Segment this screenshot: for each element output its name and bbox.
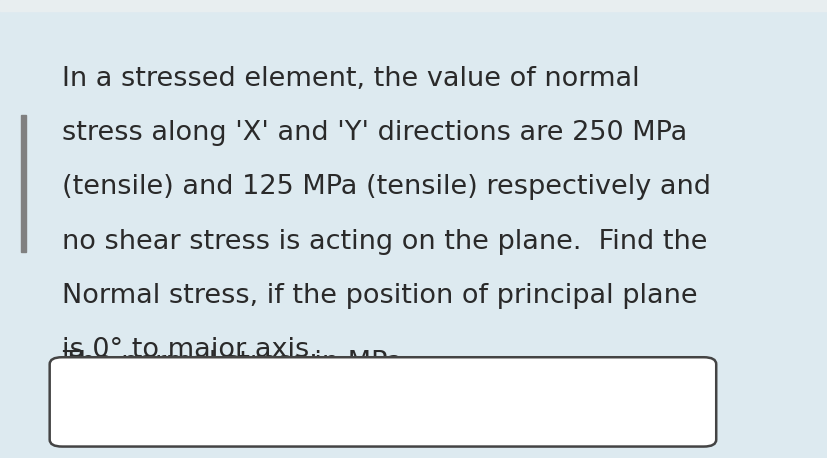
Text: stress along 'X' and 'Y' directions are 250 MPa: stress along 'X' and 'Y' directions are … [62,120,686,147]
Text: no shear stress is acting on the plane.  Find the: no shear stress is acting on the plane. … [62,229,707,255]
Text: (tensile) and 125 MPa (tensile) respectively and: (tensile) and 125 MPa (tensile) respecti… [62,174,710,201]
Bar [0,0,827,11]
Text: is 0° to major axis.: is 0° to major axis. [62,337,318,363]
Text: The normal stress in MPa = ___: The normal stress in MPa = ___ [62,350,483,376]
FancyBboxPatch shape [50,357,715,447]
Text: Normal stress, if the position of principal plane: Normal stress, if the position of princi… [62,283,697,309]
Text: In a stressed element, the value of normal: In a stressed element, the value of norm… [62,66,639,93]
Bar [21,114,26,252]
